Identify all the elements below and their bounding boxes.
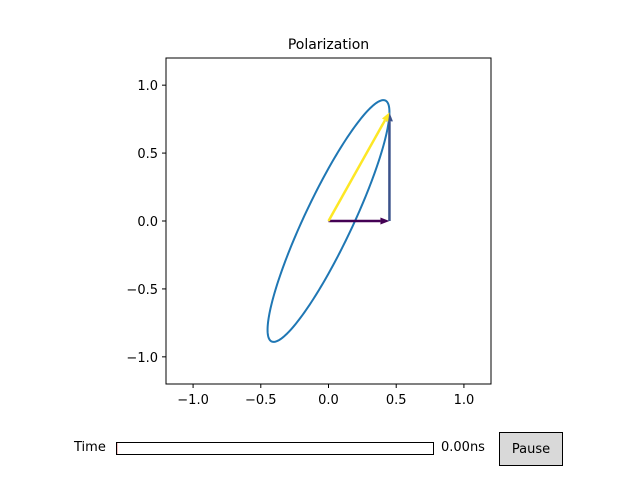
E-total-vector-head — [381, 112, 390, 122]
y-tick-label: −0.5 — [126, 283, 158, 298]
pause-button[interactable]: Pause — [499, 432, 563, 466]
y-tick-label: −1.0 — [126, 351, 158, 366]
y-tick-label: 0.5 — [137, 147, 158, 162]
time-slider[interactable] — [116, 442, 434, 455]
slider-value: 0.00ns — [441, 440, 485, 455]
x-tick-label: 0.5 — [386, 393, 407, 408]
x-tick-label: 0.0 — [318, 393, 339, 408]
y-tick-label: 1.0 — [137, 79, 158, 94]
x-tick-label: −1.0 — [177, 393, 209, 408]
chart-title: Polarization — [288, 37, 369, 53]
x-tick-label: 1.0 — [454, 393, 475, 408]
E-total-vector-shaft — [327, 119, 387, 222]
Ex-vector-head — [380, 217, 390, 225]
x-tick-label: −0.5 — [245, 393, 277, 408]
plot-area: Polarization −1.0 −0.5 0.0 0.5 1.0 1.0 0.5 0.0 −0… — [126, 37, 492, 408]
polarization-ellipse — [266, 99, 391, 343]
y-tick-label: 0.0 — [137, 215, 158, 230]
slider-label: Time — [74, 440, 106, 455]
time-slider-handle[interactable] — [117, 443, 118, 454]
pause-button-label: Pause — [511, 441, 551, 457]
